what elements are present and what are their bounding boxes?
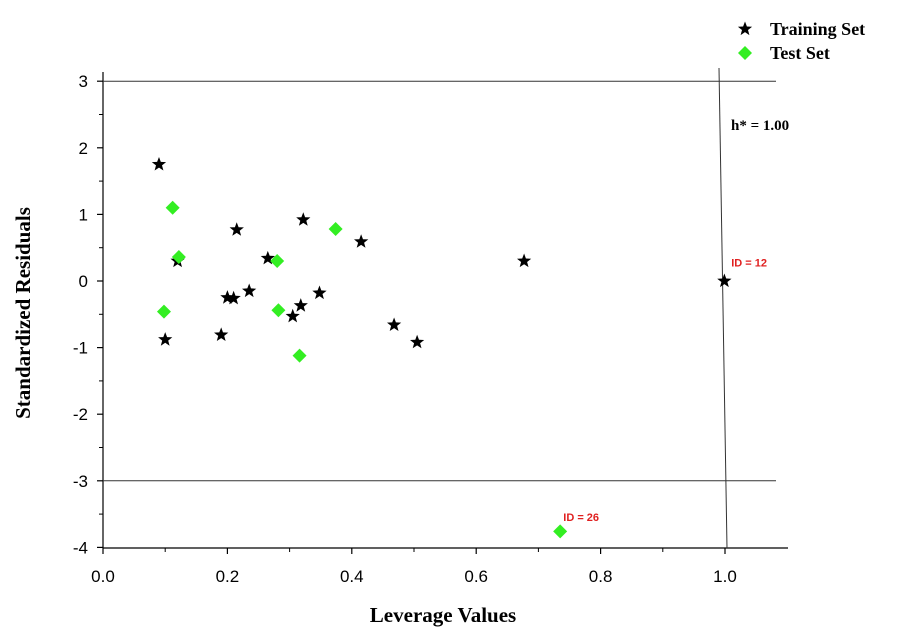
training-point xyxy=(312,285,327,300)
training-point xyxy=(158,332,173,346)
x-tick-label: 0.2 xyxy=(216,567,240,586)
training-point xyxy=(151,157,167,171)
training-point xyxy=(220,290,235,304)
legend-diamond-icon xyxy=(738,46,752,60)
test-point xyxy=(171,250,186,265)
training-point xyxy=(285,308,300,323)
test-point xyxy=(328,222,343,237)
y-tick-label: -4 xyxy=(73,538,88,557)
training-point xyxy=(387,317,402,331)
h-star-label: h* = 1.00 xyxy=(731,118,789,134)
x-tick-label: 1.0 xyxy=(713,567,737,586)
outlier-id-label: ID = 26 xyxy=(563,512,599,524)
data-points xyxy=(151,157,732,539)
x-axis-title: Leverage Values xyxy=(370,603,516,627)
y-tick-label: -2 xyxy=(73,405,88,424)
y-tick-label: 3 xyxy=(79,72,88,91)
annotations: ID = 12 ID = 26 xyxy=(563,257,767,523)
training-point xyxy=(410,334,425,349)
axis-ticks: 0.0 0.2 0.4 0.6 0.8 1.0 3 2 1 0 -1 -2 -3 -4 xyxy=(73,72,737,586)
training-point xyxy=(293,298,308,312)
test-point xyxy=(165,200,180,215)
training-point xyxy=(229,222,244,236)
y-tick-label: 0 xyxy=(79,272,88,291)
y-tick-label: 2 xyxy=(79,139,88,158)
test-point xyxy=(156,304,171,319)
training-point xyxy=(214,327,229,341)
y-tick-label: 1 xyxy=(79,205,88,224)
training-point xyxy=(354,234,369,248)
reference-lines xyxy=(103,67,776,549)
legend: Training Set Test Set xyxy=(737,19,865,63)
training-point xyxy=(296,212,311,226)
training-point xyxy=(260,250,275,265)
warning-line-vertical xyxy=(718,67,728,549)
test-point xyxy=(271,303,286,318)
test-point xyxy=(292,348,307,363)
y-tick-label: -1 xyxy=(73,339,88,358)
training-point xyxy=(717,273,732,288)
training-point xyxy=(242,283,257,298)
outlier-id-label: ID = 12 xyxy=(731,257,767,269)
legend-marker-training xyxy=(737,21,753,36)
test-point xyxy=(553,524,568,539)
test-point xyxy=(270,254,285,269)
training-point xyxy=(517,253,532,268)
x-tick-label: 0.8 xyxy=(589,567,613,586)
legend-star-icon xyxy=(737,21,753,36)
legend-label-test: Test Set xyxy=(770,43,830,63)
y-tick-label: -3 xyxy=(73,472,88,491)
legend-marker-test xyxy=(738,46,752,60)
x-tick-label: 0.4 xyxy=(340,567,364,586)
legend-label-training: Training Set xyxy=(770,19,865,39)
x-tick-label: 0.0 xyxy=(91,567,115,586)
x-tick-label: 0.6 xyxy=(464,567,488,586)
y-axis-title: Standardized Residuals xyxy=(11,207,35,419)
training-point xyxy=(226,290,241,305)
